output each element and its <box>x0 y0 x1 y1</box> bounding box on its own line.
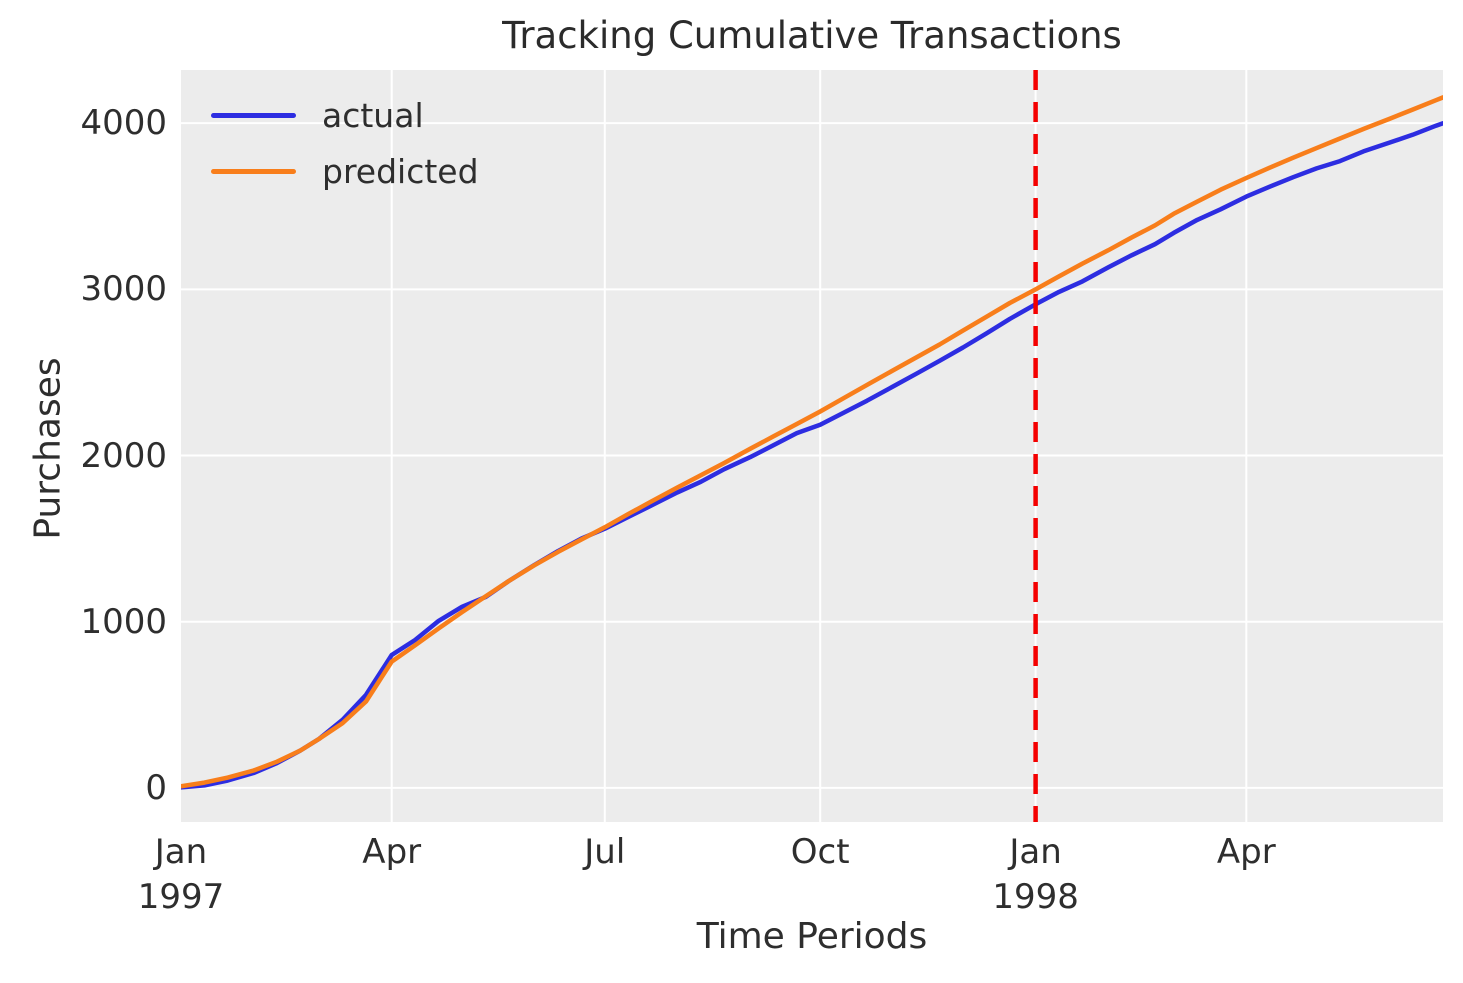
legend-swatch-actual <box>211 112 296 118</box>
x-tick-label: Jan 1998 <box>992 830 1079 920</box>
legend-item-actual: actual <box>211 94 479 136</box>
x-tick-year: 1998 <box>992 877 1079 917</box>
y-axis-label: Purchases <box>27 357 69 540</box>
chart-title: Tracking Cumulative Transactions <box>502 14 1122 57</box>
series-line-predicted <box>181 95 1443 789</box>
x-axis-label: Time Periods <box>696 916 928 957</box>
y-tick-label: 2000 <box>80 435 167 476</box>
x-tick-label: Oct <box>790 832 850 872</box>
legend-swatch-predicted <box>211 168 296 174</box>
x-tick-label: Apr <box>362 832 422 872</box>
series-line-actual <box>181 120 1443 790</box>
plot-area: actual predicted <box>181 70 1443 822</box>
x-tick-label: Apr <box>1216 832 1276 872</box>
y-tick-label: 1000 <box>80 601 167 642</box>
legend-label-actual: actual <box>322 95 424 135</box>
x-tick-year: 1997 <box>137 877 225 917</box>
y-tick-label: 3000 <box>80 269 167 310</box>
y-tick-label: 4000 <box>80 103 167 144</box>
legend: actual predicted <box>211 94 479 192</box>
x-tick-label: Jul <box>584 832 626 872</box>
legend-label-predicted: predicted <box>322 151 479 191</box>
plot-canvas <box>181 70 1443 822</box>
legend-item-predicted: predicted <box>211 150 479 192</box>
y-tick-label: 0 <box>145 767 167 808</box>
x-tick-label: Jan 1997 <box>138 830 225 920</box>
